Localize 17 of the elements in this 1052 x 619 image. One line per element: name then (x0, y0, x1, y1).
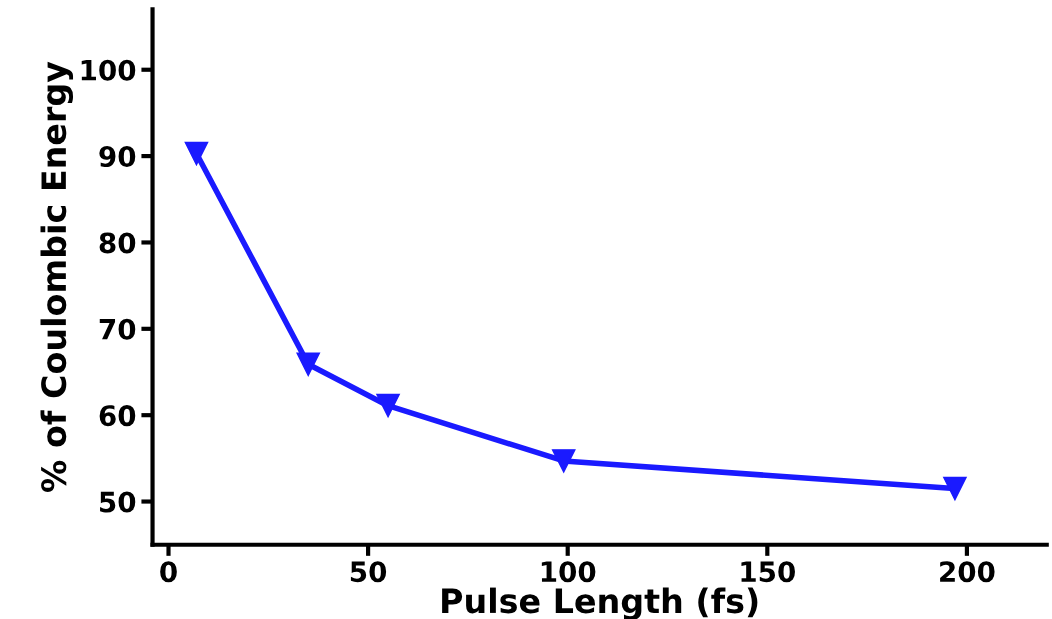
y-tick-label: 90 (99, 146, 136, 168)
x-tick-label: 150 (741, 561, 795, 583)
x-tick-label: 0 (160, 561, 177, 583)
y-tick-label: 80 (99, 232, 136, 254)
x-tick-label: 50 (350, 561, 387, 583)
x-tick-label: 200 (940, 561, 995, 583)
point (551, 449, 576, 473)
x-tick-label: 100 (541, 561, 596, 583)
y-tick-label: 100 (81, 59, 136, 81)
point (943, 476, 967, 501)
y-axis-title: % of Coulombic Energy (40, 61, 74, 492)
point (184, 141, 209, 166)
y-tick-label: 70 (99, 318, 136, 340)
y-tick-label: 50 (100, 491, 136, 513)
point (296, 352, 321, 377)
y-tick-label: 60 (99, 405, 136, 427)
point (376, 393, 400, 418)
